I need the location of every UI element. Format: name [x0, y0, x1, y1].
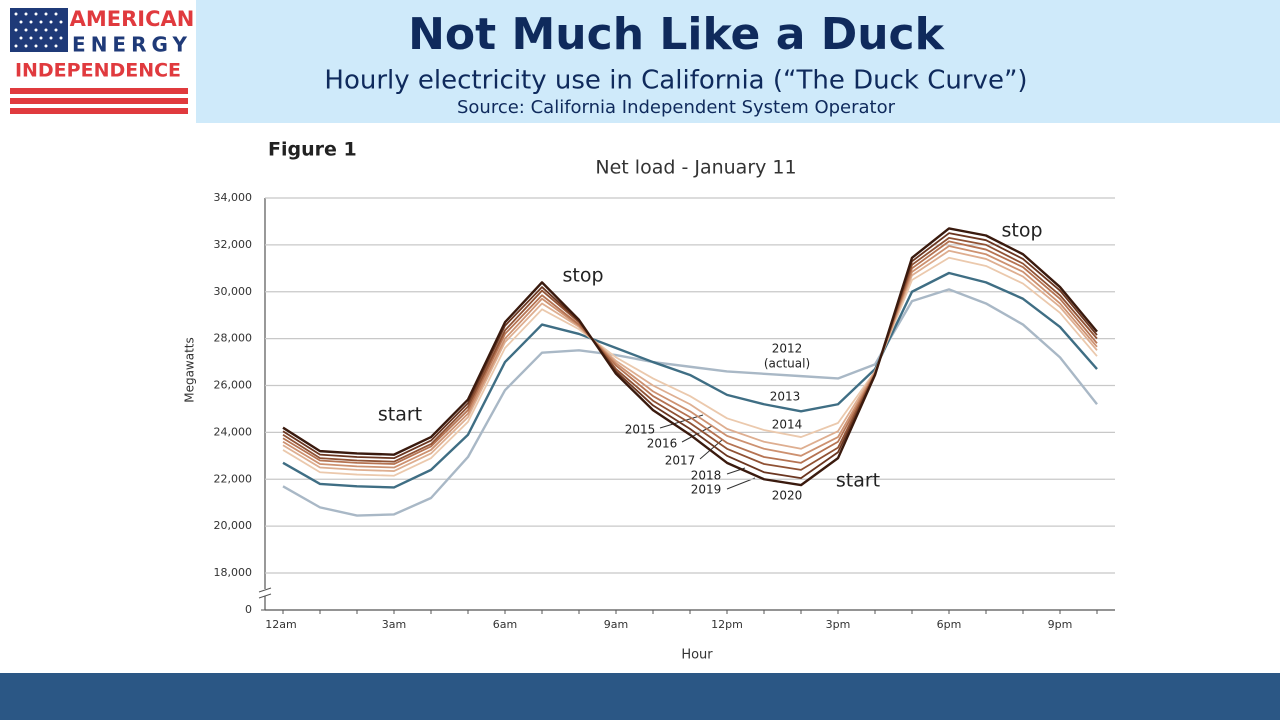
series-label: 2015 — [625, 423, 656, 437]
axis-break — [258, 587, 272, 599]
series-label: 2018 — [691, 469, 722, 483]
annotation: stop — [1001, 220, 1042, 242]
annotation: start — [836, 470, 880, 492]
figure-label: Figure 1 — [268, 139, 357, 161]
y-axis-label: Megawatts — [183, 337, 197, 403]
chart-title: Net load - January 11 — [595, 157, 796, 179]
logo-line: ENERGY — [72, 33, 192, 57]
x-tick-label: 6am — [493, 618, 517, 631]
series-line — [282, 236, 1098, 471]
series-line — [282, 245, 1098, 469]
series-label: 2020 — [772, 489, 803, 503]
x-axis-label: Hour — [681, 648, 713, 663]
title: Not Much Like a Duck — [408, 9, 946, 60]
series-line — [282, 227, 1098, 487]
series-line — [282, 240, 1098, 465]
logo-line: INDEPENDENCE — [15, 60, 181, 82]
y-tick-label: 32,000 — [214, 238, 253, 251]
series-label: 2016 — [647, 437, 678, 451]
footer-band — [0, 673, 1280, 720]
x-tick-label: 9pm — [1048, 618, 1073, 631]
series-line — [282, 256, 1098, 477]
annotation: (actual) — [764, 357, 810, 371]
x-tick-label: 12pm — [711, 618, 743, 631]
series-label: 2013 — [770, 390, 801, 404]
stars — [14, 12, 63, 48]
y-tick-label: 18,000 — [214, 566, 253, 579]
header-band — [196, 0, 1280, 123]
annotation: stop — [562, 265, 603, 287]
x-tick-label: 3am — [382, 618, 406, 631]
logo-line: AMERICAN — [70, 7, 195, 31]
series-label: 2017 — [665, 454, 696, 468]
y-tick-label: 30,000 — [214, 285, 253, 298]
y-tick-label: 22,000 — [214, 472, 253, 485]
y-tick-label: 20,000 — [214, 519, 253, 532]
x-tick-label: 6pm — [937, 618, 962, 631]
stripe — [10, 98, 188, 104]
series-line — [282, 271, 1098, 489]
x-tick-label: 9am — [604, 618, 628, 631]
source: Source: California Independent System Op… — [457, 97, 896, 118]
series-line — [282, 232, 1098, 479]
flag — [10, 8, 68, 52]
subtitle: Hourly electricity use in California (“T… — [324, 66, 1027, 96]
y-tick-label: 26,000 — [214, 379, 253, 392]
x-tick-label: 12am — [265, 618, 296, 631]
series-label: 2014 — [772, 418, 803, 432]
stripe — [10, 108, 188, 114]
annotation: start — [378, 404, 422, 426]
y-tick-label: 28,000 — [214, 332, 253, 345]
y-tick-label: 0 — [245, 603, 252, 616]
series-label: 2012 — [772, 342, 803, 356]
series-label: 2019 — [691, 483, 722, 497]
x-tick-label: 3pm — [826, 618, 851, 631]
stripe — [10, 88, 188, 94]
series-line — [282, 288, 1098, 517]
y-tick-label: 34,000 — [214, 191, 253, 204]
series-line — [282, 249, 1098, 472]
y-tick-label: 24,000 — [214, 425, 253, 438]
logo: AMERICAN ENERGY INDEPENDENCE — [10, 7, 194, 114]
